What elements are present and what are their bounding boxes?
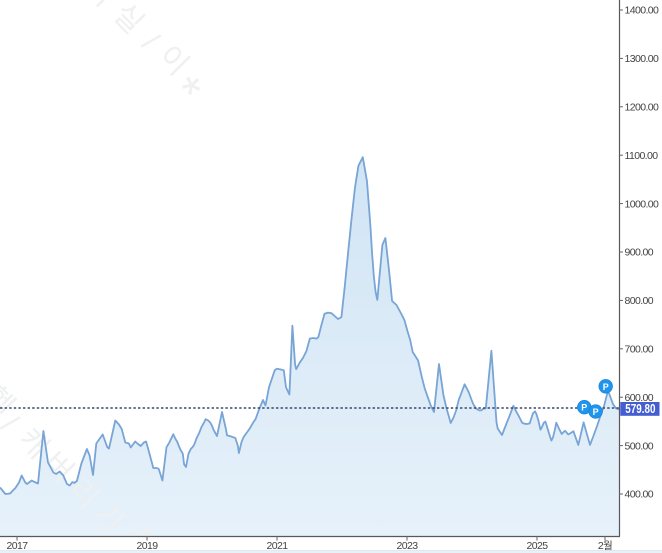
svg-text:600.00: 600.00 (625, 392, 654, 404)
svg-text:2017: 2017 (7, 540, 29, 552)
svg-text:1400.00: 1400.00 (625, 5, 660, 17)
svg-text:1000.00: 1000.00 (625, 198, 660, 210)
svg-text:400.00: 400.00 (625, 489, 654, 501)
svg-text:700.00: 700.00 (625, 344, 654, 356)
svg-text:P: P (593, 407, 599, 417)
svg-text:P: P (603, 382, 609, 392)
svg-text:2019: 2019 (137, 540, 159, 552)
svg-text:1300.00: 1300.00 (625, 53, 660, 65)
svg-text:1200.00: 1200.00 (625, 102, 660, 114)
svg-text:800.00: 800.00 (625, 295, 654, 307)
svg-text:900.00: 900.00 (625, 247, 654, 259)
svg-text:2021: 2021 (267, 540, 289, 552)
svg-text:2025: 2025 (527, 540, 549, 552)
svg-text:1100.00: 1100.00 (625, 150, 659, 162)
svg-text:579.80: 579.80 (625, 402, 655, 416)
svg-text:500.00: 500.00 (625, 440, 654, 452)
svg-text:P: P (581, 403, 587, 413)
svg-text:2월: 2월 (598, 540, 612, 552)
svg-text:2023: 2023 (397, 540, 419, 552)
